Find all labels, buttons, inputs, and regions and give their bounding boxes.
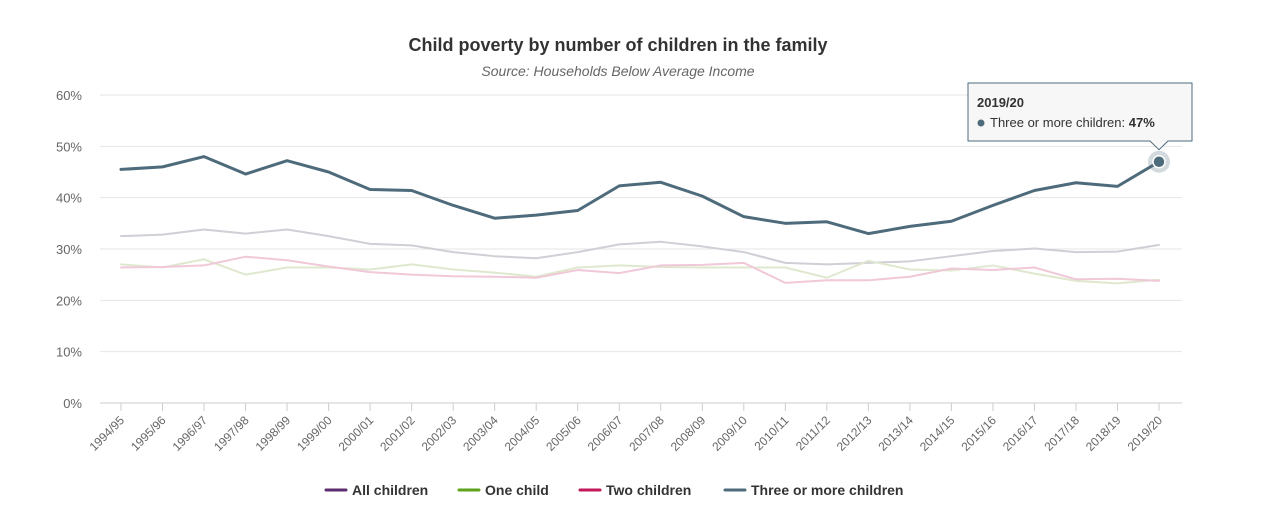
x-tick-label: 2001/02 (377, 413, 418, 454)
legend-label: All children (352, 482, 428, 498)
legend-label: Two children (606, 482, 691, 498)
x-axis-ticks: 1994/95 1995/96 1996/97 1997/98 1998/99 1999/… (87, 403, 1166, 454)
x-tick-label: 2009/10 (709, 413, 750, 454)
x-tick-label: 2007/08 (626, 413, 667, 454)
tooltip-category: 2019/20 (977, 95, 1024, 110)
y-tick-label: 50% (56, 139, 82, 154)
x-tick-label: 2011/12 (793, 413, 833, 453)
x-tick-label: 2004/05 (502, 413, 543, 454)
y-tick-label: 30% (56, 242, 82, 257)
y-tick-label: 0% (63, 396, 82, 411)
x-tick-label: 1997/98 (211, 413, 252, 454)
tooltip-box (967, 82, 1193, 151)
x-tick-label: 2014/15 (917, 413, 958, 454)
x-tick-label: 2013/14 (875, 413, 916, 454)
series-line-one-child[interactable] (120, 258, 1160, 285)
x-tick-label: 2006/07 (585, 413, 626, 454)
x-tick-label: 2016/17 (1000, 413, 1041, 454)
x-tick-label: 2008/09 (668, 413, 709, 454)
y-tick-label: 60% (56, 88, 82, 103)
chart-subtitle: Source: Households Below Average Income (481, 63, 754, 79)
x-tick-label: 2005/06 (543, 413, 584, 454)
legend-item-one-child[interactable]: One child (457, 482, 549, 498)
x-tick-label: 1996/97 (170, 413, 211, 454)
y-tick-label: 10% (56, 345, 82, 360)
x-tick-label: 1994/95 (87, 413, 128, 454)
series-lines (119, 155, 1161, 285)
x-tick-label: 2017/18 (1042, 413, 1083, 454)
tooltip: 2019/20 Three or more children: 47% (967, 82, 1193, 151)
hover-point[interactable] (1152, 154, 1166, 169)
x-tick-label: 2003/04 (460, 413, 501, 454)
x-tick-label: 2010/11 (751, 413, 791, 453)
x-tick-label: 2015/16 (958, 413, 999, 454)
series-line-three-or-more-children[interactable] (119, 155, 1161, 236)
y-tick-label: 20% (56, 293, 82, 308)
gridlines (100, 94, 1182, 404)
series-line-all-children[interactable] (120, 228, 1160, 266)
legend-label: Three or more children (751, 482, 903, 498)
legend: All children One child Two children Three o… (324, 482, 903, 498)
x-tick-label: 2002/03 (419, 413, 460, 454)
x-tick-label: 2012/13 (834, 413, 875, 454)
tooltip-series-dot (977, 119, 985, 127)
tooltip-value: 47% (1129, 115, 1155, 130)
y-axis-ticks: 0% 10% 20% 30% 40% 50% 60% (56, 88, 82, 411)
x-tick-label: 2019/20 (1125, 413, 1166, 454)
x-tick-label: 1998/99 (253, 413, 294, 454)
legend-label: One child (485, 482, 549, 498)
tooltip-series-label: Three or more children: 47% (990, 115, 1155, 130)
series-line-two-children[interactable] (120, 255, 1160, 284)
legend-item-all-children[interactable]: All children (324, 482, 428, 498)
legend-item-two-children[interactable]: Two children (578, 482, 691, 498)
x-tick-label: 1999/00 (294, 413, 335, 454)
legend-item-three-or-more-children[interactable]: Three or more children (723, 482, 903, 498)
x-tick-label: 2018/19 (1083, 413, 1124, 454)
chart-title: Child poverty by number of children in t… (408, 35, 827, 55)
x-tick-label: 2000/01 (336, 413, 377, 454)
y-tick-label: 40% (56, 191, 82, 206)
hover-marker-layer (1148, 150, 1170, 173)
x-tick-label: 1995/96 (128, 413, 169, 454)
